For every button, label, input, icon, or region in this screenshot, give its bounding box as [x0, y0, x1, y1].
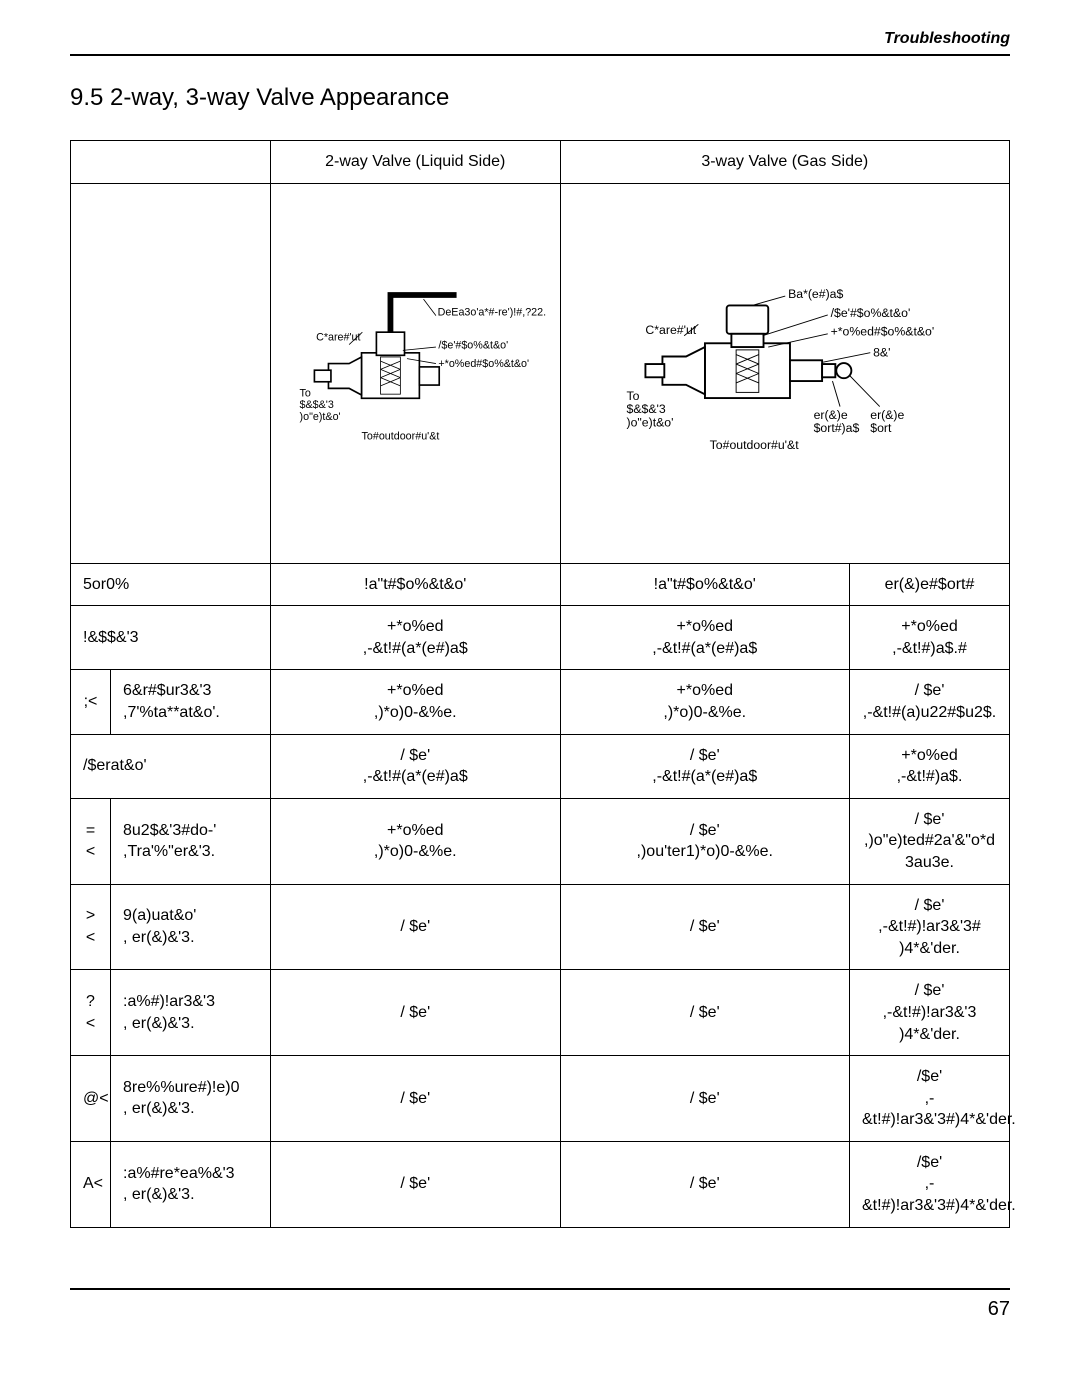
row-num: =< [71, 798, 111, 884]
col-2way: 2-way Valve (Liquid Side) [271, 141, 561, 184]
row-num: @< [71, 1056, 111, 1142]
svg-text:Ba*(e#)a$: Ba*(e#)a$ [788, 287, 843, 301]
valve-table: 2-way Valve (Liquid Side) 3-way Valve (G… [70, 140, 1010, 1228]
svg-text:/$e'#$o%&t&o': /$e'#$o%&t&o' [438, 339, 508, 351]
table-row: @<8re%%ure#)!e)0, er(&)&'3./ $e'/ $e'/$e… [71, 1056, 1010, 1142]
cell: +*o%ed,-&t!#)a$.# [850, 606, 1010, 670]
hdr-c1: !a"t#$o%&t&o' [271, 563, 561, 606]
cell: +*o%ed,-&t!#(a*(e#)a$ [560, 606, 850, 670]
header-section: Troubleshooting [70, 30, 1010, 48]
cell: / $e',-&t!#(a*(e#)a$ [560, 734, 850, 798]
diagram-2way: DeEa3o'a*#-re')!#,?22. C*are#'ut [271, 183, 561, 563]
svg-text:+*o%ed#$o%&t&o': +*o%ed#$o%&t&o' [830, 324, 934, 338]
cell: / $e',-&t!#)!ar3&'3)4*&'der. [850, 970, 1010, 1056]
svg-text:8&': 8&' [873, 345, 890, 359]
diagram-3way: Ba*(e#)a$ C*are#'ut [560, 183, 1010, 563]
table-row: ?<:a%#)!ar3&'3, er(&)&'3./ $e'/ $e'/ $e'… [71, 970, 1010, 1056]
header-row: 5or0% !a"t#$o%&t&o' !a"t#$o%&t&o' er(&)e… [71, 563, 1010, 606]
cell: / $e' [560, 884, 850, 970]
row-label: 8re%%ure#)!e)0, er(&)&'3. [111, 1056, 271, 1142]
hdr-c3: er(&)e#$ort# [850, 563, 1010, 606]
row-label: !&$$&'3 [71, 606, 271, 670]
table-row: ;<6&r#$ur3&'3,7'%ta**at&o'.+*o%ed,)*o)0-… [71, 670, 1010, 734]
cell: +*o%ed,-&t!#(a*(e#)a$ [271, 606, 561, 670]
footer-rule [70, 1288, 1010, 1290]
row-label: 8u2$&'3#do-',Tra'%"er&'3. [111, 798, 271, 884]
cell: / $e',-&t!#(a*(e#)a$ [271, 734, 561, 798]
cell: / $e' [271, 970, 561, 1056]
cell: +*o%ed,)*o)0-&%e. [271, 670, 561, 734]
blank-header [71, 141, 271, 184]
cell: / $e',)ou'ter1)*o)0-&%e. [560, 798, 850, 884]
svg-text:/$e'#$o%&t&o': /$e'#$o%&t&o' [830, 305, 910, 319]
table-row: =<8u2$&'3#do-',Tra'%"er&'3.+*o%ed,)*o)0-… [71, 798, 1010, 884]
row-label: 9(a)uat&o', er(&)&'3. [111, 884, 271, 970]
cell: / $e' [271, 1141, 561, 1227]
cell: / $e' [560, 1056, 850, 1142]
col-3way: 3-way Valve (Gas Side) [560, 141, 1010, 184]
page-number: 67 [70, 1298, 1010, 1321]
cell: / $e',)o"e)ted#2a'&"o*d3au3e. [850, 798, 1010, 884]
svg-text:To#outdoor#u'&t: To#outdoor#u'&t [362, 430, 440, 442]
table-row: /$erat&o'/ $e',-&t!#(a*(e#)a$/ $e',-&t!#… [71, 734, 1010, 798]
row-label: :a%#)!ar3&'3, er(&)&'3. [111, 970, 271, 1056]
svg-text:C*are#'ut: C*are#'ut [645, 322, 696, 336]
cell: /$e',-&t!#)!ar3&'3#)4*&'der. [850, 1141, 1010, 1227]
row-label: 6&r#$ur3&'3,7'%ta**at&o'. [111, 670, 271, 734]
header-rule [70, 54, 1010, 56]
cell: +*o%ed,)*o)0-&%e. [271, 798, 561, 884]
svg-text:+*o%ed#$o%&t&o': +*o%ed#$o%&t&o' [438, 357, 529, 369]
cell: / $e',-&t!#)!ar3&'3#)4*&'der. [850, 884, 1010, 970]
cell: / $e' [560, 970, 850, 1056]
row-num: >< [71, 884, 111, 970]
svg-text:To#outdoor#u'&t: To#outdoor#u'&t [709, 438, 799, 452]
svg-text:C*are#'ut: C*are#'ut [316, 331, 360, 343]
cell: / $e' [271, 1056, 561, 1142]
hdr-label: 5or0% [71, 563, 271, 606]
cell: /$e',-&t!#)!ar3&'3#)4*&'der. [850, 1056, 1010, 1142]
row-label: /$erat&o' [71, 734, 271, 798]
svg-text:To$&$&'3)o"e)t&o': To$&$&'3)o"e)t&o' [300, 387, 341, 422]
diagram-blank [71, 183, 271, 563]
cell: / $e',-&t!#(a)u22#$u2$. [850, 670, 1010, 734]
table-row: A<:a%#re*ea%&'3, er(&)&'3./ $e'/ $e'/$e'… [71, 1141, 1010, 1227]
hdr-c2: !a"t#$o%&t&o' [560, 563, 850, 606]
table-row: ><9(a)uat&o', er(&)&'3./ $e'/ $e'/ $e',-… [71, 884, 1010, 970]
cell: +*o%ed,-&t!#)a$. [850, 734, 1010, 798]
row-label: :a%#re*ea%&'3, er(&)&'3. [111, 1141, 271, 1227]
section-title: 9.5 2-way, 3-way Valve Appearance [70, 84, 1010, 112]
table-row: !&$$&'3+*o%ed,-&t!#(a*(e#)a$+*o%ed,-&t!#… [71, 606, 1010, 670]
row-num: A< [71, 1141, 111, 1227]
svg-text:To$&$&'3)o"e)t&o': To$&$&'3)o"e)t&o' [626, 389, 673, 429]
cell: / $e' [271, 884, 561, 970]
row-num: ;< [71, 670, 111, 734]
row-num: ?< [71, 970, 111, 1056]
svg-text:er(&)e$ort: er(&)e$ort [870, 407, 904, 434]
cell: / $e' [560, 1141, 850, 1227]
svg-text:DeEa3o'a*#-re')!#,?22.: DeEa3o'a*#-re')!#,?22. [438, 306, 547, 318]
svg-text:er(&)e$ort#)a$: er(&)e$ort#)a$ [813, 407, 859, 434]
cell: +*o%ed,)*o)0-&%e. [560, 670, 850, 734]
